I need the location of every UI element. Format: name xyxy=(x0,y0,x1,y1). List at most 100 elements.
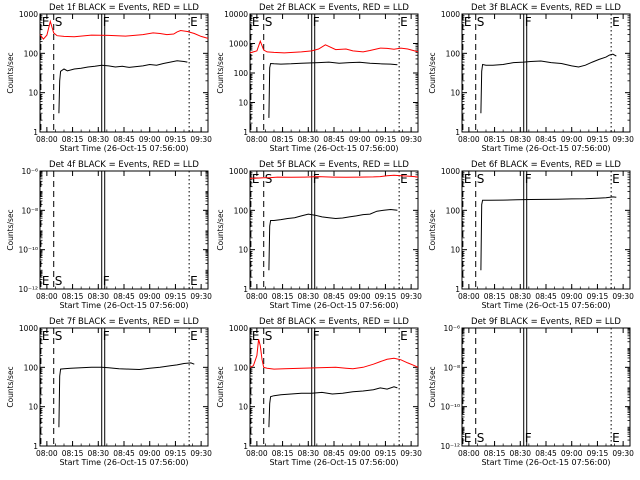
marker-label-s: S xyxy=(477,172,485,186)
x-tick-label: 08:00 xyxy=(36,135,58,144)
marker-label-f: F xyxy=(313,329,320,343)
x-tick-label: 08:00 xyxy=(246,292,268,301)
panel-title: Det 3f BLACK = Events, RED = LLD xyxy=(471,3,621,13)
y-tick-label: 100 xyxy=(446,206,461,215)
x-tick-label: 09:15 xyxy=(375,135,397,144)
panel-1: Det 1f BLACK = Events, RED = LLD 1 10 100 10… xyxy=(6,3,212,153)
marker-label-s: S xyxy=(55,15,63,29)
y-tick-label: 10 xyxy=(238,246,248,255)
x-tick-label: 09:00 xyxy=(561,449,583,458)
marker-label-e: E xyxy=(252,15,260,29)
x-tick-label: 08:15 xyxy=(484,135,506,144)
x-tick-label: 08:45 xyxy=(113,135,135,144)
y-tick-label: 10000 xyxy=(224,10,248,19)
series-lld-line xyxy=(249,339,419,370)
y-tick-label: 10 xyxy=(28,89,38,98)
x-axis-label: Start Time (26-Oct-15 07:56:00) xyxy=(59,458,188,467)
x-tick-label: 09:00 xyxy=(139,449,161,458)
plot-frame xyxy=(461,170,631,290)
y-tick-label: 10⁻⁶ xyxy=(443,324,460,333)
panel-3: Det 3f BLACK = Events, RED = LLD 1 10 100 10… xyxy=(428,3,634,153)
series-lld-line xyxy=(39,19,209,40)
y-tick-label: 10⁻⁸ xyxy=(21,206,38,215)
x-tick-label: 08:30 xyxy=(509,135,531,144)
marker-label-s: S xyxy=(55,329,63,343)
x-tick-label: 09:30 xyxy=(612,135,634,144)
x-tick-label: 08:45 xyxy=(323,292,345,301)
x-tick-label: 09:00 xyxy=(561,135,583,144)
y-tick-label: 10 xyxy=(238,99,248,108)
y-tick-label: 10⁻⁶ xyxy=(21,167,38,176)
x-tick-label: 09:30 xyxy=(612,292,634,301)
series-events-line xyxy=(268,386,398,428)
x-tick-label: 09:00 xyxy=(139,292,161,301)
x-tick-label: 08:15 xyxy=(62,292,84,301)
x-tick-label: 08:30 xyxy=(297,292,319,301)
x-axis-label: Start Time (26-Oct-15 07:56:00) xyxy=(269,144,398,153)
y-tick-label: 10 xyxy=(28,403,38,412)
y-tick-label: 10 xyxy=(450,89,460,98)
y-axis-label: Counts/sec xyxy=(428,366,437,407)
x-tick-label: 08:15 xyxy=(272,135,294,144)
x-tick-label: 08:15 xyxy=(484,449,506,458)
marker-label-e: E xyxy=(42,274,50,288)
x-tick-label: 09:15 xyxy=(587,292,609,301)
marker-label-e: E xyxy=(42,329,50,343)
x-tick-label: 08:45 xyxy=(535,135,557,144)
marker-label-e: E xyxy=(612,172,620,186)
x-tick-label: 09:30 xyxy=(190,292,212,301)
x-tick-label: 08:15 xyxy=(484,292,506,301)
panel-8: Det 8f BLACK = Events, RED = LLD 1 10 100 10… xyxy=(216,317,422,467)
marker-label-s: S xyxy=(265,15,273,29)
x-tick-label: 08:00 xyxy=(458,449,480,458)
marker-label-f: F xyxy=(103,274,110,288)
marker-label-s: S xyxy=(265,172,273,186)
y-tick-label: 10⁻¹⁰ xyxy=(440,403,460,412)
y-tick-label: 1000 xyxy=(19,10,38,19)
panel-title: Det 2f BLACK = Events, RED = LLD xyxy=(259,3,409,13)
marker-label-f: F xyxy=(313,172,320,186)
x-tick-label: 08:00 xyxy=(36,292,58,301)
series-events-line xyxy=(58,60,188,114)
marker-label-f: F xyxy=(525,172,532,186)
marker-label-e: E xyxy=(190,15,198,29)
plot-frame xyxy=(39,13,209,133)
x-axis-label: Start Time (26-Oct-15 07:56:00) xyxy=(481,458,610,467)
y-axis-label: Counts/sec xyxy=(216,366,225,407)
y-tick-label: 10 xyxy=(450,246,460,255)
y-tick-label: 1 xyxy=(243,442,248,451)
x-tick-label: 09:30 xyxy=(400,292,422,301)
x-tick-label: 09:30 xyxy=(190,135,212,144)
y-tick-label: 1000 xyxy=(441,10,460,19)
x-tick-label: 09:00 xyxy=(561,292,583,301)
marker-label-f: F xyxy=(525,15,532,29)
plot-frame xyxy=(249,13,419,133)
marker-label-e: E xyxy=(42,15,50,29)
x-tick-label: 08:30 xyxy=(509,292,531,301)
x-tick-label: 08:30 xyxy=(87,292,109,301)
x-tick-label: 08:00 xyxy=(458,292,480,301)
x-tick-label: 08:30 xyxy=(297,135,319,144)
panel-title: Det 6f BLACK = Events, RED = LLD xyxy=(471,160,621,170)
x-tick-label: 08:15 xyxy=(272,449,294,458)
y-tick-label: 100 xyxy=(24,363,39,372)
x-tick-label: 08:15 xyxy=(272,292,294,301)
panel-title: Det 9f BLACK = Events, RED = LLD xyxy=(471,317,621,327)
x-tick-label: 09:00 xyxy=(139,135,161,144)
x-tick-label: 08:45 xyxy=(535,449,557,458)
x-tick-label: 09:15 xyxy=(165,135,187,144)
marker-label-e: E xyxy=(400,329,408,343)
x-tick-label: 09:30 xyxy=(612,449,634,458)
x-tick-label: 08:45 xyxy=(535,292,557,301)
x-tick-label: 09:15 xyxy=(165,449,187,458)
x-tick-label: 08:15 xyxy=(62,135,84,144)
marker-label-s: S xyxy=(265,329,273,343)
marker-label-e: E xyxy=(612,15,620,29)
y-tick-label: 10 xyxy=(238,403,248,412)
x-tick-label: 08:30 xyxy=(297,449,319,458)
x-tick-label: 09:15 xyxy=(587,449,609,458)
plot-frame xyxy=(461,327,631,447)
y-tick-label: 1000 xyxy=(229,167,248,176)
panel-9: Det 9f BLACK = Events, RED = LLD 10⁻⁶ 10⁻⁸… xyxy=(428,317,634,467)
